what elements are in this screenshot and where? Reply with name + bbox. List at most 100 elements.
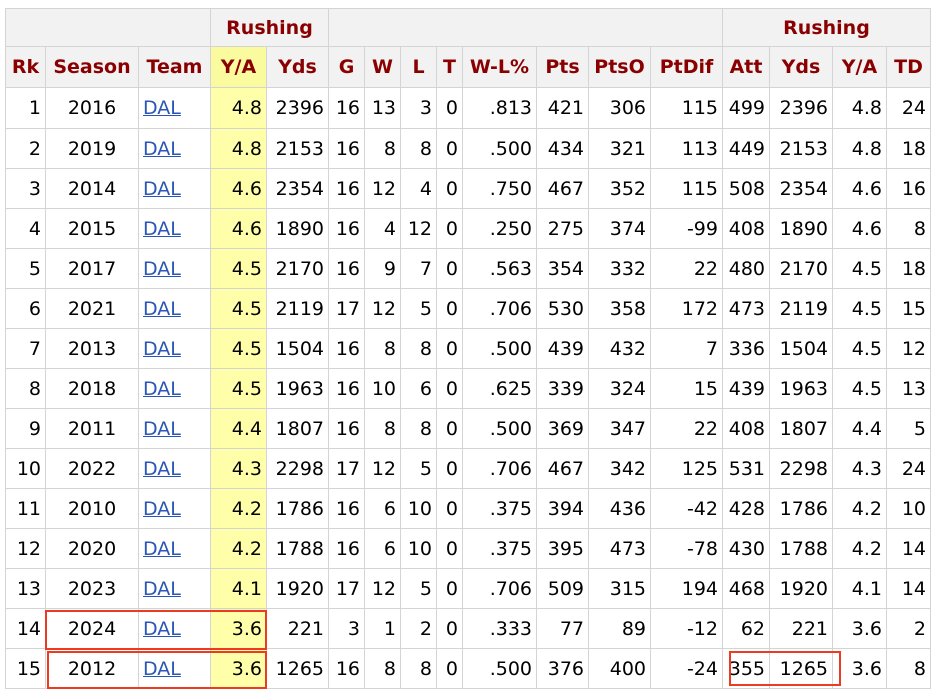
cell-td: 14 <box>886 568 931 609</box>
cell-t: 0 <box>436 87 463 129</box>
cell-ya: 4.2 <box>832 488 887 529</box>
cell-team: DAL <box>138 608 211 649</box>
cell-pts-opp: 89 <box>588 608 651 649</box>
cell-w: 12 <box>364 448 401 489</box>
cell-pt-dif: -99 <box>650 208 723 249</box>
column-header-w[interactable]: W <box>364 46 401 88</box>
cell-rush-ya: 4.2 <box>210 528 267 569</box>
cell-td: 18 <box>886 128 931 169</box>
cell-ya: 4.4 <box>832 408 887 449</box>
team-link[interactable]: DAL <box>143 377 181 400</box>
cell-ya: 4.5 <box>832 248 887 289</box>
cell-team: DAL <box>138 248 211 289</box>
table-row: 9 2011 DAL 4.4 1807 16 8 8 0.500 369 347 22 408 1807 4… <box>5 408 931 449</box>
team-link[interactable]: DAL <box>143 457 181 480</box>
cell-team: DAL <box>138 528 211 569</box>
cell-t: 0 <box>436 248 463 289</box>
cell-rk: 11 <box>5 488 46 529</box>
cell-rush-yds: 2396 <box>266 87 329 129</box>
cell-win-loss-pct: .706 <box>462 448 537 489</box>
cell-att: 336 <box>722 328 770 369</box>
column-header-team[interactable]: Team <box>138 46 211 88</box>
cell-rush-yds: 2354 <box>266 168 329 209</box>
cell-pt-dif: 22 <box>650 248 723 289</box>
cell-rush-ya: 3.6 <box>210 648 267 689</box>
column-header-rush-yds[interactable]: Yds <box>266 46 329 88</box>
cell-t: 0 <box>436 208 463 249</box>
cell-rk: 2 <box>5 128 46 169</box>
column-header-rush-ya[interactable]: Y/A <box>210 46 267 88</box>
cell-att: 531 <box>722 448 770 489</box>
cell-rush-ya: 4.1 <box>210 568 267 609</box>
team-link[interactable]: DAL <box>143 297 181 320</box>
team-link[interactable]: DAL <box>143 337 181 360</box>
team-link[interactable]: DAL <box>143 137 181 160</box>
cell-td: 16 <box>886 168 931 209</box>
team-link[interactable]: DAL <box>143 617 181 640</box>
cell-w: 10 <box>364 368 401 409</box>
team-link[interactable]: DAL <box>143 497 181 520</box>
cell-w: 6 <box>364 528 401 569</box>
team-link[interactable]: DAL <box>143 217 181 240</box>
cell-pts-opp: 306 <box>588 87 651 129</box>
column-header-pts[interactable]: Pts <box>536 46 589 88</box>
team-link[interactable]: DAL <box>143 257 181 280</box>
cell-t: 0 <box>436 488 463 529</box>
cell-att: 508 <box>722 168 770 209</box>
cell-win-loss-pct: .750 <box>462 168 537 209</box>
column-header-win-loss-pct[interactable]: W-L% <box>462 46 537 88</box>
cell-win-loss-pct: .250 <box>462 208 537 249</box>
team-link[interactable]: DAL <box>143 577 181 600</box>
cell-t: 0 <box>436 568 463 609</box>
column-header-l[interactable]: L <box>400 46 437 88</box>
cell-g: 17 <box>328 288 365 329</box>
column-header-t[interactable]: T <box>436 46 463 88</box>
column-header-td[interactable]: TD <box>886 46 931 88</box>
cell-team: DAL <box>138 408 211 449</box>
cell-rush-ya: 4.8 <box>210 87 267 129</box>
cell-rk: 12 <box>5 528 46 569</box>
cell-yds: 1807 <box>769 408 833 449</box>
cell-td: 8 <box>886 208 931 249</box>
cell-l: 8 <box>400 408 437 449</box>
cell-pts-opp: 352 <box>588 168 651 209</box>
cell-pt-dif: -78 <box>650 528 723 569</box>
cell-g: 17 <box>328 568 365 609</box>
column-header-yds[interactable]: Yds <box>769 46 833 88</box>
cell-rush-yds: 1788 <box>266 528 329 569</box>
cell-season: 2020 <box>45 528 139 569</box>
cell-g: 16 <box>328 87 365 129</box>
cell-rk: 5 <box>5 248 46 289</box>
table-row: 13 2023 DAL 4.1 1920 17 12 5 0.706 509 315 194 468 19… <box>5 568 931 609</box>
column-header-att[interactable]: Att <box>722 46 770 88</box>
cell-att: 439 <box>722 368 770 409</box>
team-link[interactable]: DAL <box>143 657 181 680</box>
team-link[interactable]: DAL <box>143 97 181 119</box>
cell-rush-ya: 4.5 <box>210 288 267 329</box>
cell-rk: 4 <box>5 208 46 249</box>
cell-rush-ya: 4.5 <box>210 368 267 409</box>
cell-pts-opp: 436 <box>588 488 651 529</box>
cell-win-loss-pct: .500 <box>462 328 537 369</box>
column-header-rk[interactable]: Rk <box>5 46 46 88</box>
team-link[interactable]: DAL <box>143 417 181 440</box>
column-header-pt-dif[interactable]: PtDif <box>650 46 723 88</box>
cell-pt-dif: 172 <box>650 288 723 329</box>
cell-win-loss-pct: .500 <box>462 648 537 689</box>
column-header-season[interactable]: Season <box>45 46 139 88</box>
team-link[interactable]: DAL <box>143 177 181 200</box>
table-row: 6 2021 DAL 4.5 2119 17 12 5 0.706 530 358 172 473 211… <box>5 288 931 329</box>
team-link[interactable]: DAL <box>143 537 181 560</box>
table-row: 4 2015 DAL 4.6 1890 16 4 12 0.250 275 374 -99 408 189… <box>5 208 931 249</box>
cell-ya: 4.1 <box>832 568 887 609</box>
cell-w: 8 <box>364 128 401 169</box>
cell-season: 2015 <box>45 208 139 249</box>
column-header-ya[interactable]: Y/A <box>832 46 887 88</box>
cell-yds: 1786 <box>769 488 833 529</box>
cell-w: 12 <box>364 168 401 209</box>
column-header-pts-opp[interactable]: PtsO <box>588 46 651 88</box>
cell-team: DAL <box>138 488 211 529</box>
column-header-g[interactable]: G <box>328 46 365 88</box>
cell-ya: 4.6 <box>832 208 887 249</box>
cell-g: 16 <box>328 248 365 289</box>
